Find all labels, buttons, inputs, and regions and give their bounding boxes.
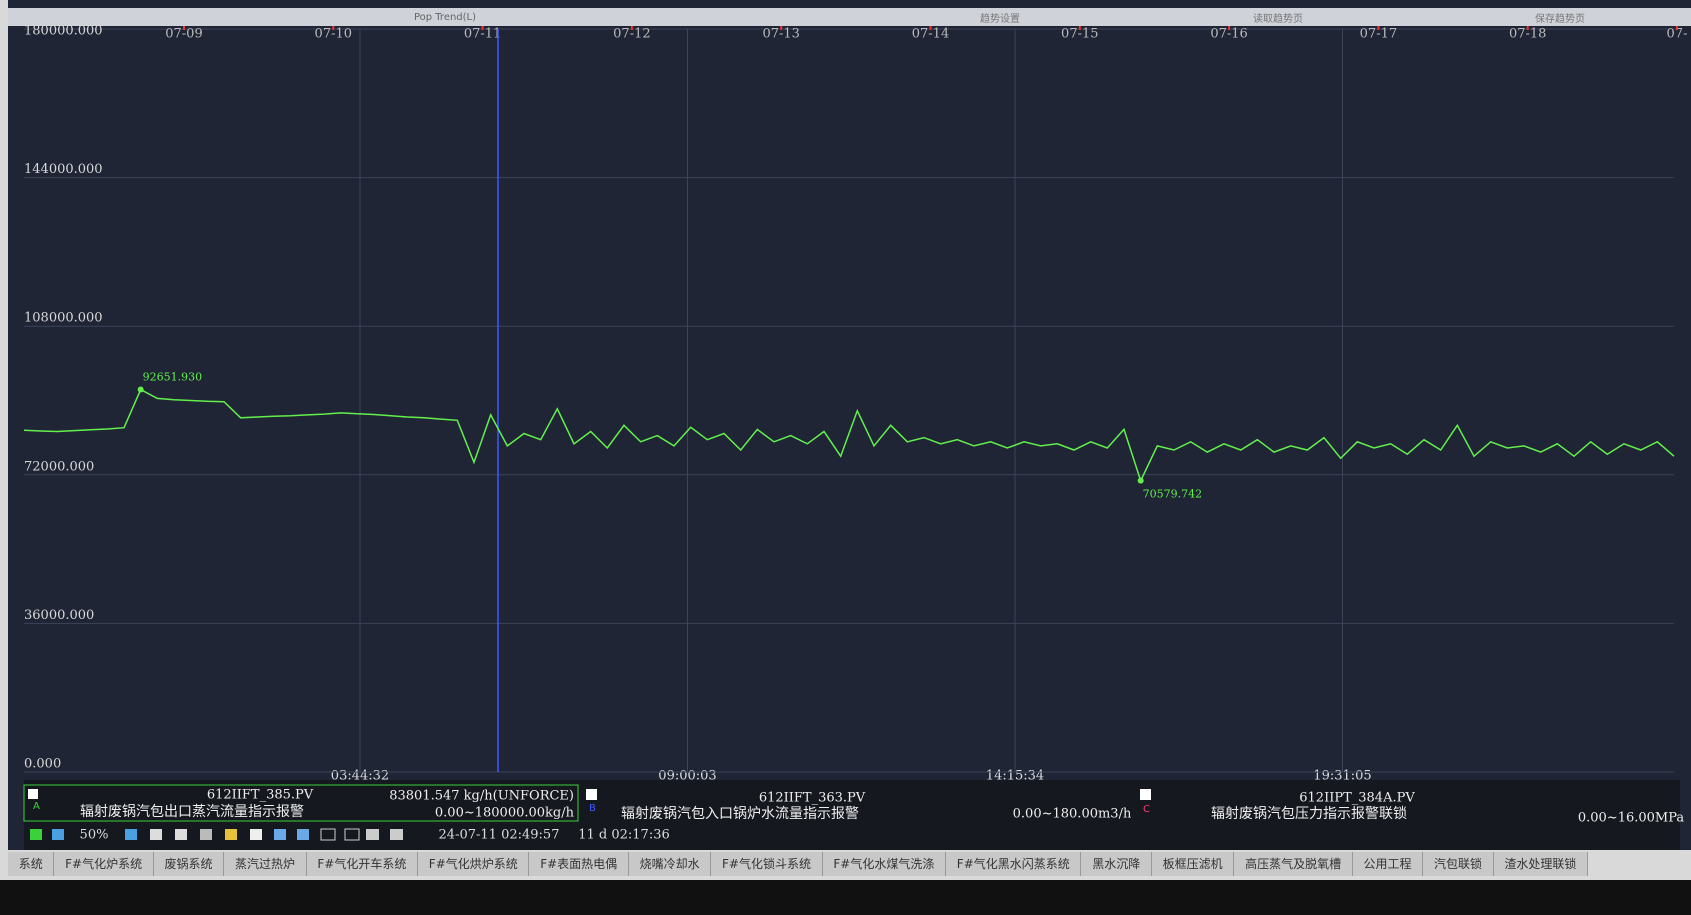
icon[interactable] (52, 829, 64, 840)
time-label: 09:00:03 (658, 769, 716, 784)
checkbox[interactable] (28, 789, 38, 799)
zoom-level: 50% (80, 828, 109, 843)
nav-tab[interactable]: 渣水处理联锁 (1494, 852, 1588, 876)
extreme-label: 70579.742 (1143, 488, 1203, 501)
y-tick-label: 144000.000 (24, 162, 103, 177)
nav-tab[interactable]: F#气化炉系统 (54, 852, 153, 876)
nav-tab[interactable]: F#气化黑水闪蒸系统 (946, 852, 1081, 876)
menu-button[interactable]: 读取趋势页 (1253, 12, 1303, 25)
pen-description: 辐射废锅汽包入口锅炉水流量指示报警 (621, 806, 859, 822)
icon[interactable] (200, 829, 212, 840)
extreme-marker (138, 387, 144, 393)
nav-tab[interactable]: 板框压滤机 (1152, 852, 1234, 876)
pen-description: 辐射废锅汽包压力指示报警联锁 (1211, 806, 1407, 822)
icon[interactable] (366, 829, 379, 840)
trend-screen: Pop Trend(L) 趋势设置 读取趋势页 保存趋势页 50% 24-07-… (0, 0, 1691, 850)
nav-tab[interactable]: 系统 (8, 852, 54, 876)
nav-tab[interactable]: 高压蒸气及脱氧槽 (1234, 852, 1352, 876)
extreme-label: 92651.930 (143, 371, 203, 384)
nav-tab[interactable]: 蒸汽过热炉 (224, 852, 306, 876)
screen-background (8, 0, 1691, 850)
nav-tab[interactable]: 公用工程 (1353, 852, 1423, 876)
time-label: 03:44:32 (331, 769, 389, 784)
y-tick-label: 36000.000 (24, 608, 94, 623)
icon[interactable] (225, 829, 237, 840)
y-tick-label: 180000.000 (24, 24, 103, 39)
time-label: 14:15:34 (986, 769, 1044, 784)
checkbox[interactable] (586, 789, 597, 800)
pen-tag: 612IIFT_363.PV (759, 791, 866, 806)
nav-tab[interactable]: 黑水沉降 (1081, 852, 1151, 876)
nav-tab[interactable]: F#气化烘炉系统 (418, 852, 529, 876)
pen-range: 0.00~16.00MPa (1578, 811, 1685, 826)
title-bar (8, 8, 1691, 26)
checkbox[interactable] (1140, 789, 1151, 800)
y-tick-label: 0.000 (24, 757, 61, 772)
time-span: 11 d 02:17:36 (578, 828, 670, 843)
icon[interactable] (297, 829, 309, 840)
nav-tab[interactable]: F#气化锁斗系统 (711, 852, 822, 876)
menu-button[interactable]: 保存趋势页 (1535, 12, 1585, 25)
nav-tab[interactable]: 废锅系统 (154, 852, 224, 876)
pen-tag: 612IIPT_384A.PV (1299, 791, 1415, 806)
icon[interactable] (30, 829, 42, 840)
time-label: 19:31:05 (1313, 769, 1371, 784)
pen-tag: 612IIFT_385.PV (207, 788, 314, 803)
nav-tab[interactable]: F#气化水煤气洗涤 (823, 852, 946, 876)
y-tick-label: 108000.000 (24, 311, 103, 326)
nav-tab[interactable]: F#表面热电偶 (529, 852, 628, 876)
icon[interactable] (150, 829, 162, 840)
monitor-bezel (0, 880, 1691, 915)
nav-tab[interactable]: 汽包联锁 (1423, 852, 1493, 876)
nav-tab[interactable]: 烧嘴冷却水 (629, 852, 711, 876)
pen-range: 0.00~180.00m3/h (1013, 807, 1132, 822)
pen-value: 83801.547 kg/h(UNFORCE) (389, 789, 574, 804)
pen-letter: A (33, 801, 40, 812)
cursor-time: 24-07-11 02:49:57 (439, 828, 560, 843)
nav-tab[interactable]: F#气化开车系统 (307, 852, 418, 876)
icon[interactable] (274, 829, 286, 840)
icon[interactable] (125, 829, 137, 840)
pen-description: 辐射废锅汽包出口蒸汽流量指示报警 (80, 804, 304, 820)
pen-letter: C (1143, 804, 1150, 815)
icon[interactable] (250, 829, 262, 840)
extreme-marker (1138, 478, 1144, 484)
icon[interactable] (175, 829, 187, 840)
y-tick-label: 72000.000 (24, 459, 94, 474)
window-title: Pop Trend(L) (414, 12, 476, 23)
pen-letter: B (589, 803, 596, 814)
menu-button[interactable]: 趋势设置 (980, 12, 1020, 25)
pen-range: 0.00~180000.00kg/h (435, 806, 575, 821)
icon[interactable] (390, 829, 403, 840)
page: Pop Trend(L) 趋势设置 读取趋势页 保存趋势页 50% 24-07-… (0, 0, 1691, 915)
